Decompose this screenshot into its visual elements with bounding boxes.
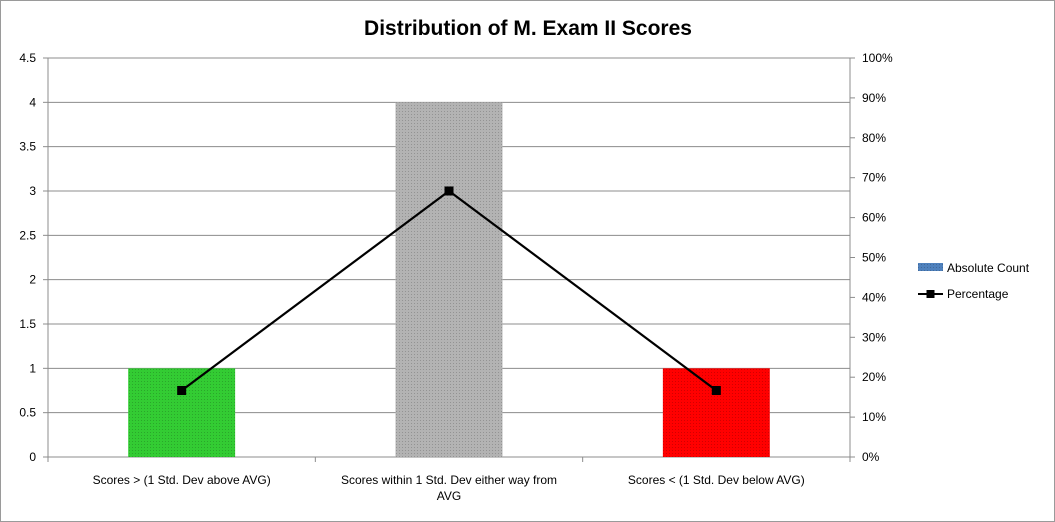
right-tick-label: 50% xyxy=(862,251,886,265)
left-tick-label: 4 xyxy=(29,95,36,109)
left-tick-label: 2 xyxy=(29,273,36,287)
right-tick-label: 30% xyxy=(862,330,886,344)
percentage-point xyxy=(711,385,721,395)
bar-texture xyxy=(395,102,503,457)
chart-title: Distribution of M. Exam II Scores xyxy=(364,17,692,40)
right-tick-label: 60% xyxy=(862,211,886,225)
left-tick-label: 4.5 xyxy=(19,51,36,65)
right-tick-label: 70% xyxy=(862,171,886,185)
right-tick-label: 100% xyxy=(862,51,893,65)
bar-texture xyxy=(128,368,236,457)
percentage-line xyxy=(177,186,721,395)
legend[interactable]: Absolute Count Percentage xyxy=(918,261,1030,301)
right-tick-label: 10% xyxy=(862,410,886,424)
left-tick-label: 0.5 xyxy=(19,406,36,420)
left-tick-label: 2.5 xyxy=(19,228,36,242)
category-label: Scores within 1 Std. Dev either way from xyxy=(341,473,557,487)
legend-label-absolute-count: Absolute Count xyxy=(947,261,1030,275)
left-tick-label: 0 xyxy=(29,450,36,464)
right-axis-ticks: 0% 10% 20% 30% 40% 50% 60% 70% 80% 90% 100% xyxy=(850,51,893,464)
category-label: Scores > (1 Std. Dev above AVG) xyxy=(93,473,271,487)
right-tick-label: 90% xyxy=(862,91,886,105)
bar-texture xyxy=(662,368,770,457)
category-labels: Scores > (1 Std. Dev above AVG) Scores wi… xyxy=(93,473,805,503)
category-label: AVG xyxy=(437,489,461,503)
right-tick-label: 20% xyxy=(862,370,886,384)
left-tick-label: 3.5 xyxy=(19,140,36,154)
percentage-point xyxy=(444,186,454,196)
left-tick-label: 3 xyxy=(29,184,36,198)
legend-swatch-texture xyxy=(918,263,943,271)
left-axis-ticks: 0 0.5 1 1.5 2 2.5 3 3.5 4 4.5 xyxy=(19,51,48,464)
percentage-point xyxy=(177,385,187,395)
left-tick-label: 1.5 xyxy=(19,317,36,331)
left-tick-label: 1 xyxy=(29,361,36,375)
category-label: Scores < (1 Std. Dev below AVG) xyxy=(628,473,805,487)
legend-label-percentage: Percentage xyxy=(947,287,1009,301)
legend-marker-percentage xyxy=(926,290,935,298)
right-tick-label: 40% xyxy=(862,290,886,304)
bars xyxy=(128,102,770,457)
right-tick-label: 0% xyxy=(862,450,880,464)
right-tick-label: 80% xyxy=(862,131,886,145)
